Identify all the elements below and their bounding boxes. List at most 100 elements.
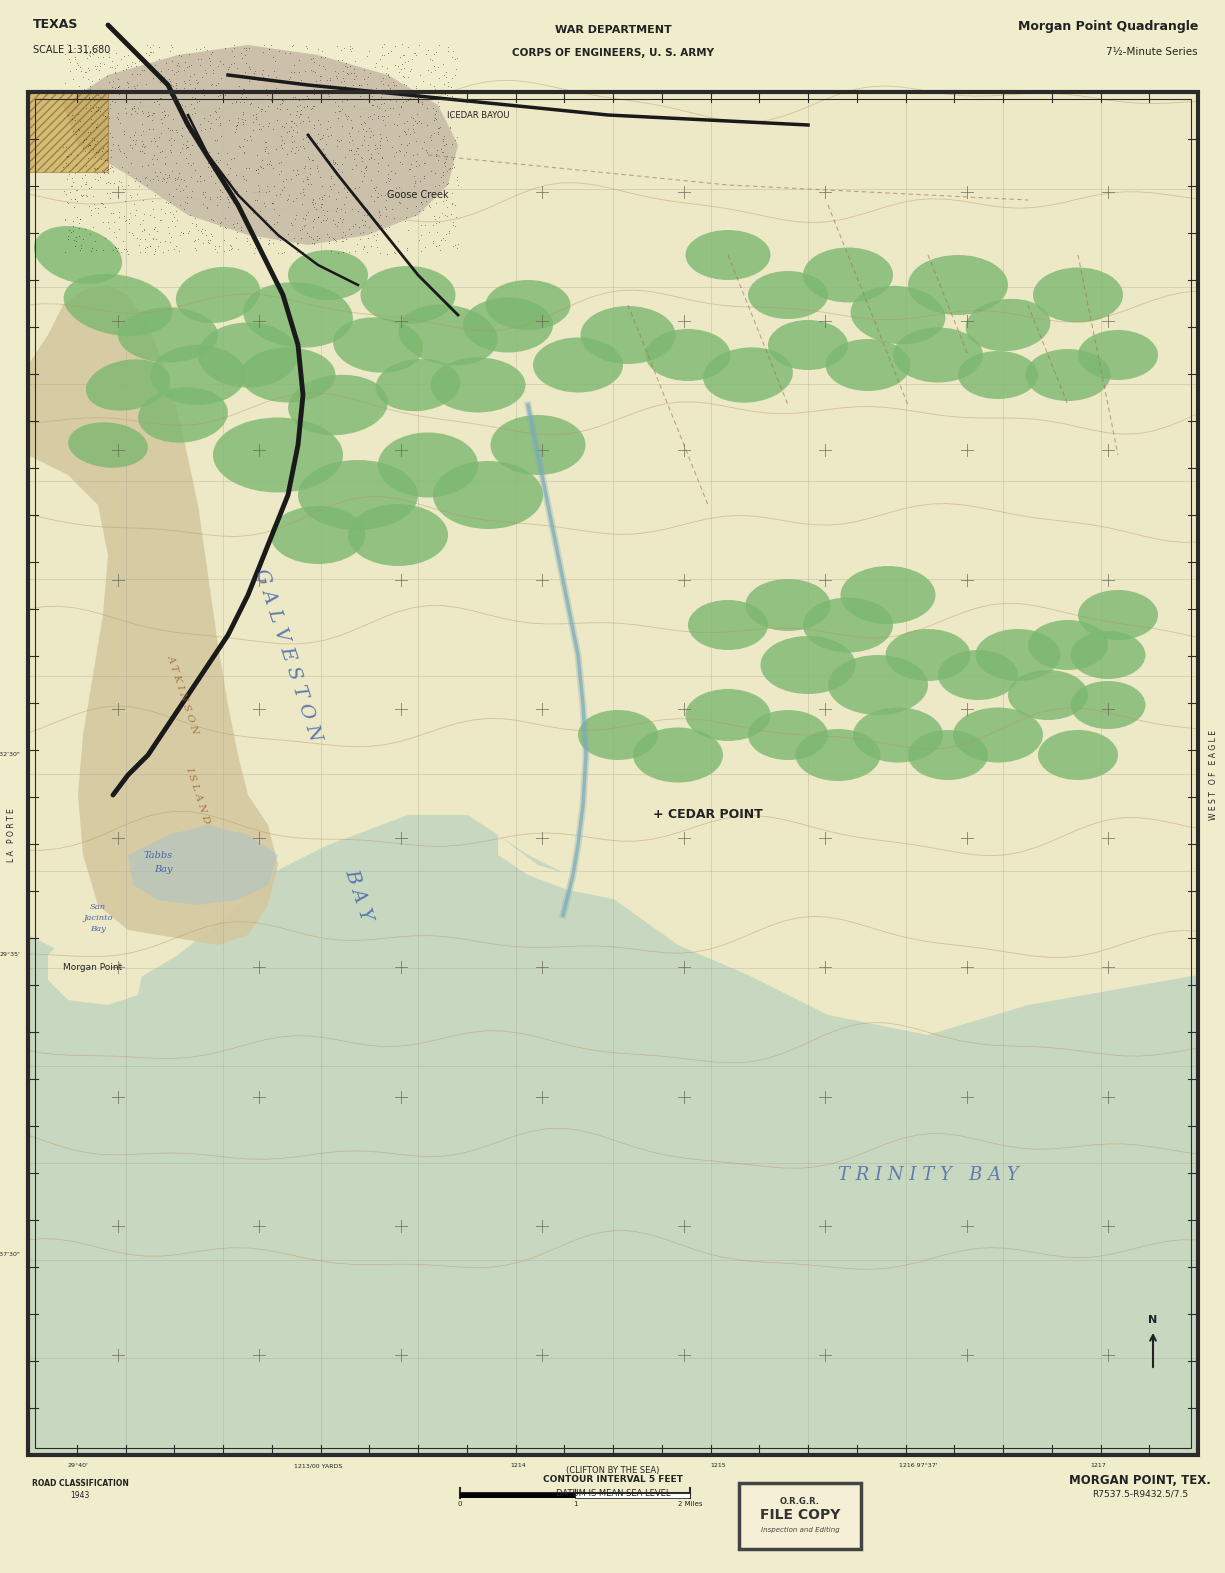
Ellipse shape bbox=[86, 359, 170, 411]
Text: W E S T   O F   E A G L E: W E S T O F E A G L E bbox=[1209, 730, 1219, 820]
Text: 1214: 1214 bbox=[510, 1463, 526, 1468]
Ellipse shape bbox=[746, 579, 831, 631]
Ellipse shape bbox=[840, 566, 936, 624]
Ellipse shape bbox=[804, 598, 893, 653]
Text: T R I N I T Y   B A Y: T R I N I T Y B A Y bbox=[838, 1166, 1018, 1184]
Bar bbox=[575, 1493, 690, 1497]
Text: San: San bbox=[89, 903, 107, 911]
Text: Morgan Point Quadrangle: Morgan Point Quadrangle bbox=[1018, 20, 1198, 33]
Text: 1216 97°37': 1216 97°37' bbox=[899, 1463, 937, 1468]
Ellipse shape bbox=[1078, 590, 1158, 640]
Ellipse shape bbox=[118, 307, 218, 362]
Ellipse shape bbox=[1078, 330, 1158, 381]
Ellipse shape bbox=[1028, 620, 1107, 670]
Ellipse shape bbox=[768, 319, 848, 370]
Text: 1215: 1215 bbox=[710, 1463, 725, 1468]
Ellipse shape bbox=[646, 329, 730, 381]
Text: CONTOUR INTERVAL 5 FEET: CONTOUR INTERVAL 5 FEET bbox=[543, 1475, 684, 1485]
Text: N: N bbox=[1148, 1315, 1158, 1324]
Ellipse shape bbox=[379, 433, 478, 497]
Ellipse shape bbox=[804, 247, 893, 302]
Ellipse shape bbox=[398, 305, 497, 365]
Ellipse shape bbox=[938, 650, 1018, 700]
Text: MORGAN POINT, TEX.: MORGAN POINT, TEX. bbox=[1069, 1474, 1212, 1486]
Ellipse shape bbox=[975, 629, 1061, 681]
Text: + CEDAR POINT: + CEDAR POINT bbox=[653, 809, 763, 821]
Ellipse shape bbox=[138, 387, 228, 442]
Bar bbox=[461, 1493, 575, 1497]
Text: 2 Miles: 2 Miles bbox=[677, 1501, 702, 1507]
Text: 29°32'30": 29°32'30" bbox=[0, 752, 20, 758]
Ellipse shape bbox=[176, 267, 260, 322]
Ellipse shape bbox=[703, 348, 793, 403]
Text: B A Y: B A Y bbox=[341, 867, 375, 923]
Ellipse shape bbox=[34, 227, 123, 285]
Text: A T K I N S O N: A T K I N S O N bbox=[165, 654, 200, 736]
Ellipse shape bbox=[1008, 670, 1088, 720]
Text: 1217: 1217 bbox=[1090, 1463, 1106, 1468]
Text: ICEDAR BAYOU: ICEDAR BAYOU bbox=[447, 110, 510, 120]
Text: TEXAS: TEXAS bbox=[33, 17, 78, 31]
Bar bbox=[28, 91, 1198, 1455]
Text: WAR DEPARTMENT: WAR DEPARTMENT bbox=[555, 25, 671, 35]
Text: FILE COPY: FILE COPY bbox=[760, 1509, 840, 1523]
Ellipse shape bbox=[376, 359, 461, 411]
Text: I S L A N D: I S L A N D bbox=[185, 766, 212, 824]
Ellipse shape bbox=[64, 274, 173, 337]
Ellipse shape bbox=[761, 635, 855, 694]
Text: Goose Creek: Goose Creek bbox=[387, 190, 448, 200]
Ellipse shape bbox=[240, 348, 336, 403]
Ellipse shape bbox=[578, 709, 658, 760]
Text: O.R.G.R.: O.R.G.R. bbox=[780, 1497, 820, 1507]
Text: 1213/00 YARDS: 1213/00 YARDS bbox=[294, 1463, 342, 1468]
Text: Tabbs: Tabbs bbox=[143, 851, 173, 859]
Ellipse shape bbox=[1025, 349, 1111, 401]
Text: G A L V E S T O N: G A L V E S T O N bbox=[251, 566, 325, 744]
Text: 29°35': 29°35' bbox=[0, 953, 20, 958]
Ellipse shape bbox=[853, 708, 943, 763]
FancyBboxPatch shape bbox=[739, 1483, 861, 1549]
Ellipse shape bbox=[1033, 267, 1123, 322]
Text: Bay: Bay bbox=[154, 865, 173, 875]
Text: 29°37'30": 29°37'30" bbox=[0, 1252, 20, 1257]
Ellipse shape bbox=[348, 503, 448, 566]
Ellipse shape bbox=[826, 340, 910, 392]
Text: Morgan Point: Morgan Point bbox=[64, 964, 122, 972]
Bar bbox=[36, 99, 1191, 1449]
Ellipse shape bbox=[633, 727, 723, 782]
Text: SCALE 1:31,680: SCALE 1:31,680 bbox=[33, 46, 110, 55]
Text: CORPS OF ENGINEERS, U. S. ARMY: CORPS OF ENGINEERS, U. S. ARMY bbox=[512, 49, 714, 58]
Ellipse shape bbox=[688, 599, 768, 650]
Text: 0: 0 bbox=[458, 1501, 462, 1507]
Polygon shape bbox=[127, 824, 278, 904]
Ellipse shape bbox=[958, 351, 1038, 400]
Ellipse shape bbox=[893, 327, 982, 382]
Polygon shape bbox=[28, 285, 278, 945]
Ellipse shape bbox=[288, 250, 368, 300]
Polygon shape bbox=[48, 945, 143, 1005]
Text: Jacinto: Jacinto bbox=[83, 914, 113, 922]
Ellipse shape bbox=[1071, 681, 1145, 728]
Ellipse shape bbox=[69, 422, 148, 467]
Ellipse shape bbox=[243, 282, 353, 348]
Ellipse shape bbox=[533, 338, 624, 393]
Ellipse shape bbox=[748, 709, 828, 760]
Ellipse shape bbox=[485, 280, 571, 330]
Text: 7½-Minute Series: 7½-Minute Series bbox=[1106, 47, 1198, 57]
Text: R7537.5-R9432.5/7.5: R7537.5-R9432.5/7.5 bbox=[1091, 1490, 1188, 1499]
Ellipse shape bbox=[748, 271, 828, 319]
Bar bbox=[28, 91, 108, 171]
Ellipse shape bbox=[828, 654, 929, 716]
Ellipse shape bbox=[271, 507, 365, 565]
Ellipse shape bbox=[1071, 631, 1145, 680]
Polygon shape bbox=[62, 46, 458, 245]
Ellipse shape bbox=[151, 344, 245, 404]
Ellipse shape bbox=[1038, 730, 1118, 780]
Ellipse shape bbox=[432, 461, 543, 529]
Ellipse shape bbox=[908, 255, 1008, 315]
Text: 29°40': 29°40' bbox=[67, 1463, 88, 1468]
Text: 1: 1 bbox=[573, 1501, 577, 1507]
Text: L A   P O R T E: L A P O R T E bbox=[7, 809, 16, 862]
Ellipse shape bbox=[965, 299, 1050, 351]
Polygon shape bbox=[499, 794, 1138, 985]
